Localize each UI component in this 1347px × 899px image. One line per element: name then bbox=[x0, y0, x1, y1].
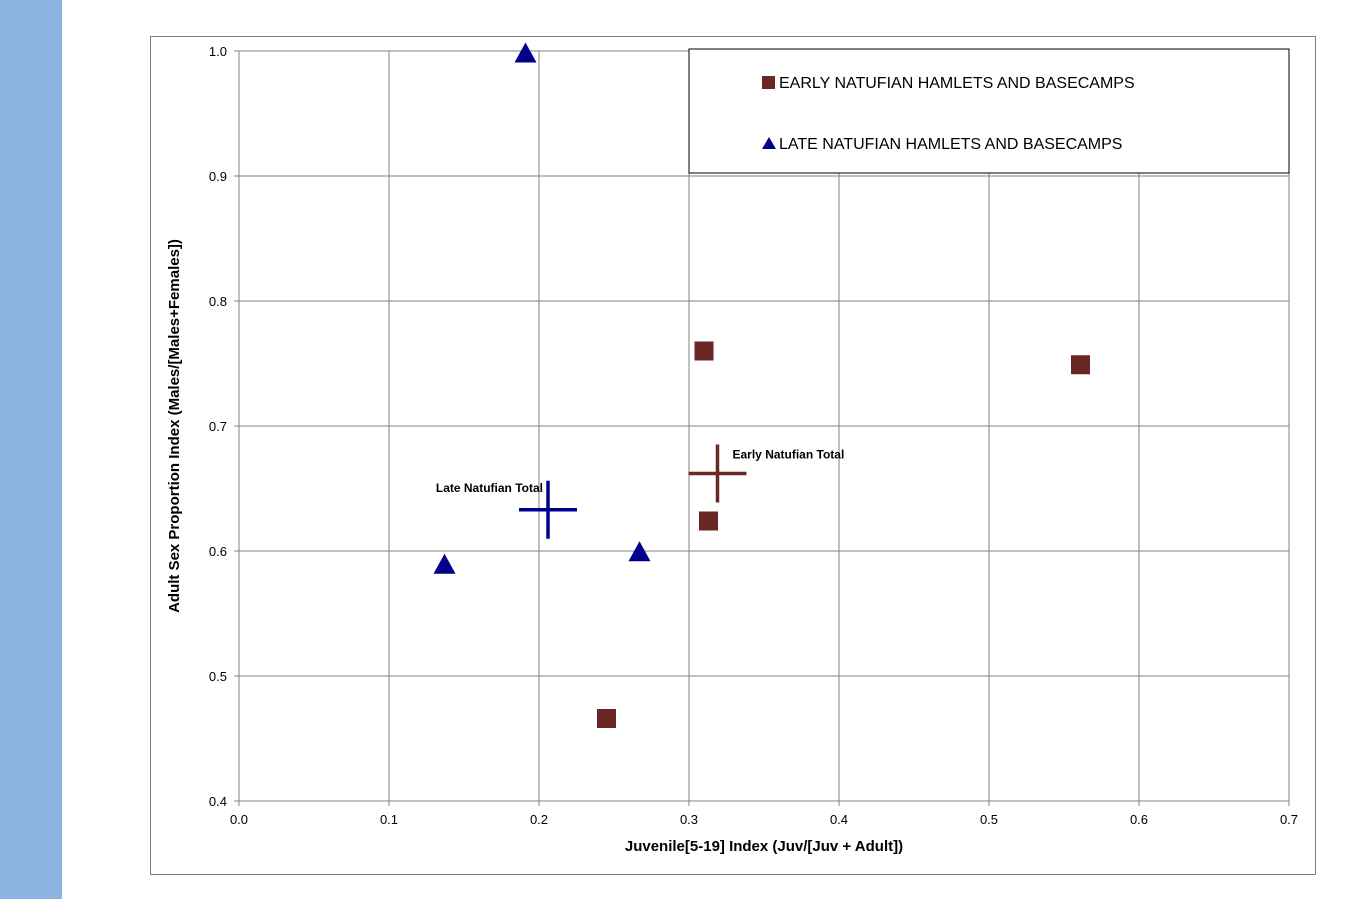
legend-square-marker bbox=[762, 76, 775, 89]
x-tick-label: 0.7 bbox=[1280, 812, 1298, 827]
data-points bbox=[433, 42, 1090, 728]
x-tick-label: 0.1 bbox=[380, 812, 398, 827]
left-accent-band bbox=[0, 0, 62, 899]
y-tick-label: 1.0 bbox=[209, 44, 227, 59]
chart-area: 0.0 0.1 0.2 0.3 0.4 0.5 0.6 0.7 0.4 0.5 0.6 0.7 0.8 0… bbox=[150, 36, 1316, 875]
early-natufian-point bbox=[694, 341, 714, 361]
legend-box bbox=[688, 48, 1290, 174]
early-natufian-point bbox=[699, 511, 718, 531]
x-tick-label: 0.4 bbox=[830, 812, 848, 827]
early-natufian-point bbox=[597, 709, 616, 728]
y-tick-label: 0.8 bbox=[209, 294, 227, 309]
y-tick-label: 0.4 bbox=[209, 794, 227, 809]
legend: EARLY NATUFIAN HAMLETS AND BASECAMPS LAT… bbox=[688, 48, 1290, 174]
total-markers: Early Natufian Total Late Natufian Total bbox=[436, 444, 845, 539]
early-natufian-point bbox=[1071, 355, 1090, 375]
x-tick-label: 0.5 bbox=[980, 812, 998, 827]
y-tick-label: 0.5 bbox=[209, 669, 227, 684]
early-total-marker: Early Natufian Total bbox=[688, 444, 845, 503]
late-total-marker: Late Natufian Total bbox=[436, 480, 577, 539]
late-natufian-point bbox=[628, 541, 651, 562]
legend-label-early: EARLY NATUFIAN HAMLETS AND BASECAMPS bbox=[779, 75, 1135, 92]
y-tick-label: 0.9 bbox=[209, 169, 227, 184]
late-natufian-point bbox=[514, 42, 537, 63]
late-natufian-point bbox=[433, 553, 456, 574]
x-tick-label: 0.6 bbox=[1130, 812, 1148, 827]
scatter-plot: 0.0 0.1 0.2 0.3 0.4 0.5 0.6 0.7 0.4 0.5 0.6 0.7 0.8 0… bbox=[166, 42, 1298, 855]
x-tick-label: 0.0 bbox=[230, 812, 248, 827]
legend-label-late: LATE NATUFIAN HAMLETS AND BASECAMPS bbox=[779, 136, 1122, 153]
x-tick-label: 0.2 bbox=[530, 812, 548, 827]
x-tick-label: 0.3 bbox=[680, 812, 698, 827]
late-total-label: Late Natufian Total bbox=[436, 481, 543, 495]
tick-labels: 0.0 0.1 0.2 0.3 0.4 0.5 0.6 0.7 0.4 0.5 0.6 0.7 0.8 0… bbox=[209, 44, 1298, 827]
early-total-label: Early Natufian Total bbox=[733, 448, 845, 462]
gridlines bbox=[238, 50, 1290, 802]
y-axis-title: Adult Sex Proportion Index (Males/[Males… bbox=[166, 239, 183, 613]
legend-triangle-marker bbox=[762, 137, 776, 149]
y-tick-label: 0.6 bbox=[209, 544, 227, 559]
y-tick-label: 0.7 bbox=[209, 419, 227, 434]
x-axis-title: Juvenile[5-19] Index (Juv/[Juv + Adult]) bbox=[625, 838, 903, 855]
